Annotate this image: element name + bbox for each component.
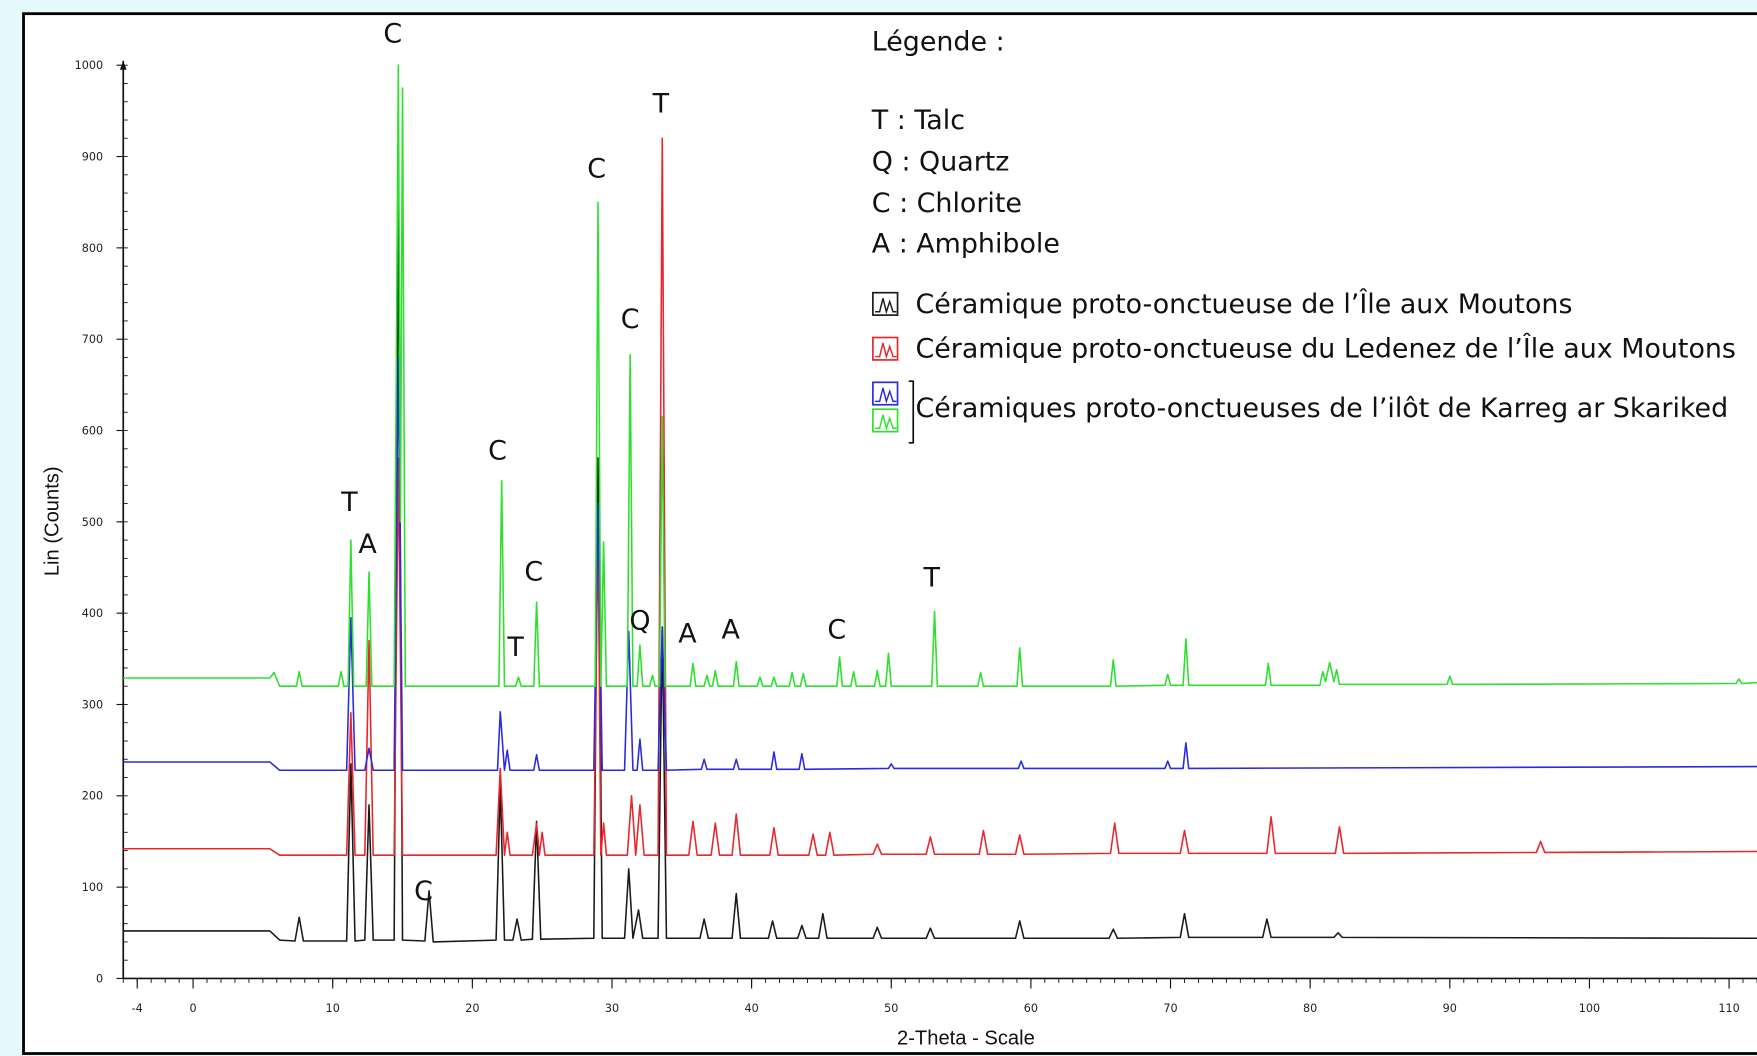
- y-tick-label: 700: [82, 333, 103, 346]
- series-line: [123, 64, 1757, 688]
- peak-annotation: A: [678, 618, 697, 649]
- legend-icon: [872, 381, 899, 406]
- frame: [22, 12, 1757, 1055]
- x-tick-label: 60: [1024, 1002, 1038, 1015]
- legend-label: Céramique proto-onctueuse du Ledenez de …: [915, 333, 1735, 365]
- peak-annotation: C: [524, 556, 543, 587]
- legend-icon-box: [872, 408, 899, 433]
- legend-icon-peak: [875, 387, 897, 404]
- legend-label: Céramique proto-onctueuse de l’Île aux M…: [915, 288, 1572, 320]
- y-tick-label: 800: [82, 242, 103, 255]
- x-tick-label: 50: [884, 1002, 898, 1015]
- legend-title: Légende :: [872, 27, 1005, 58]
- y-tick-label: 100: [82, 881, 103, 894]
- x-tick-label: 80: [1303, 1002, 1317, 1015]
- peak-annotation: T: [652, 89, 670, 120]
- y-tick-label: 600: [82, 424, 103, 437]
- legend-icon-peak: [875, 414, 897, 431]
- peak-annotation: C: [587, 154, 606, 185]
- y-tick-label: 500: [82, 516, 103, 529]
- y-tick-label: 400: [82, 607, 103, 620]
- y-tick-label: 200: [82, 790, 103, 803]
- legend-icon: [872, 291, 899, 316]
- peak-annotation: C: [621, 304, 640, 335]
- x-tick-label: 40: [744, 1002, 758, 1015]
- legend-key: Q : Quartz: [872, 147, 1010, 178]
- legend-icon-box: [872, 336, 899, 361]
- legend-icon-peak: [875, 342, 897, 360]
- x-tick-label: 10: [326, 1002, 340, 1015]
- peak-annotation: A: [721, 615, 740, 646]
- x-tick-label: 20: [465, 1002, 479, 1015]
- x-tick-label: -4: [132, 1002, 143, 1015]
- x-tick-label: 0: [190, 1002, 197, 1015]
- x-tick-label: 90: [1443, 1002, 1457, 1015]
- x-axis-label: 2-Theta - Scale: [897, 1028, 1035, 1050]
- peak-annotation: T: [923, 563, 941, 594]
- legend-key: C : Chlorite: [872, 188, 1022, 219]
- y-tick-label: 300: [82, 698, 103, 711]
- peak-annotation: C: [414, 876, 433, 907]
- y-tick-label: 0: [96, 972, 103, 985]
- legend-icon: [872, 336, 899, 361]
- y-axis-label: Lin (Counts): [41, 466, 63, 576]
- legend-key: T : Talc: [871, 105, 965, 136]
- peak-annotation: Q: [629, 606, 650, 637]
- peak-annotation: T: [340, 487, 358, 518]
- legend-bracket: [908, 380, 915, 444]
- legend-group-label: Céramiques proto-onctueuses de l’ilôt de…: [915, 393, 1728, 424]
- x-tick-label: 100: [1579, 1002, 1600, 1015]
- legend-icon: [872, 408, 899, 433]
- y-tick-label: 1000: [75, 59, 103, 72]
- peak-annotation: C: [488, 436, 507, 467]
- peak-annotation: C: [827, 615, 846, 646]
- series-line: [123, 356, 1757, 772]
- legend-icon-box: [872, 291, 899, 316]
- legend-key: A : Amphibole: [872, 228, 1060, 259]
- legend-icon-peak: [875, 298, 897, 315]
- peak-annotation: T: [506, 632, 524, 663]
- x-tick-label: 110: [1718, 1002, 1739, 1015]
- peak-annotation: A: [358, 529, 377, 560]
- series-line: [123, 137, 1757, 856]
- legend-icon-box: [872, 381, 899, 406]
- y-tick-label: 900: [82, 150, 103, 163]
- x-tick-label: 30: [605, 1002, 619, 1015]
- peak-annotation: C: [383, 18, 402, 49]
- x-tick-label: 70: [1163, 1002, 1177, 1015]
